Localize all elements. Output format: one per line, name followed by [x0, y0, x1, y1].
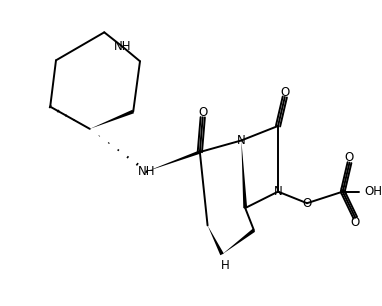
- Polygon shape: [147, 151, 201, 171]
- Text: O: O: [280, 86, 290, 99]
- Text: N: N: [274, 185, 282, 198]
- Text: S: S: [339, 185, 346, 198]
- Polygon shape: [241, 140, 247, 208]
- Text: O: O: [345, 151, 354, 164]
- Text: H: H: [220, 259, 229, 272]
- Text: NH: NH: [138, 165, 155, 178]
- Text: N: N: [237, 134, 246, 147]
- Text: NH: NH: [114, 40, 131, 53]
- Polygon shape: [207, 226, 224, 255]
- Text: O: O: [351, 216, 360, 229]
- Text: O: O: [303, 197, 312, 210]
- Polygon shape: [90, 110, 134, 129]
- Text: OH: OH: [364, 185, 382, 198]
- Text: O: O: [198, 106, 207, 119]
- Polygon shape: [222, 229, 255, 254]
